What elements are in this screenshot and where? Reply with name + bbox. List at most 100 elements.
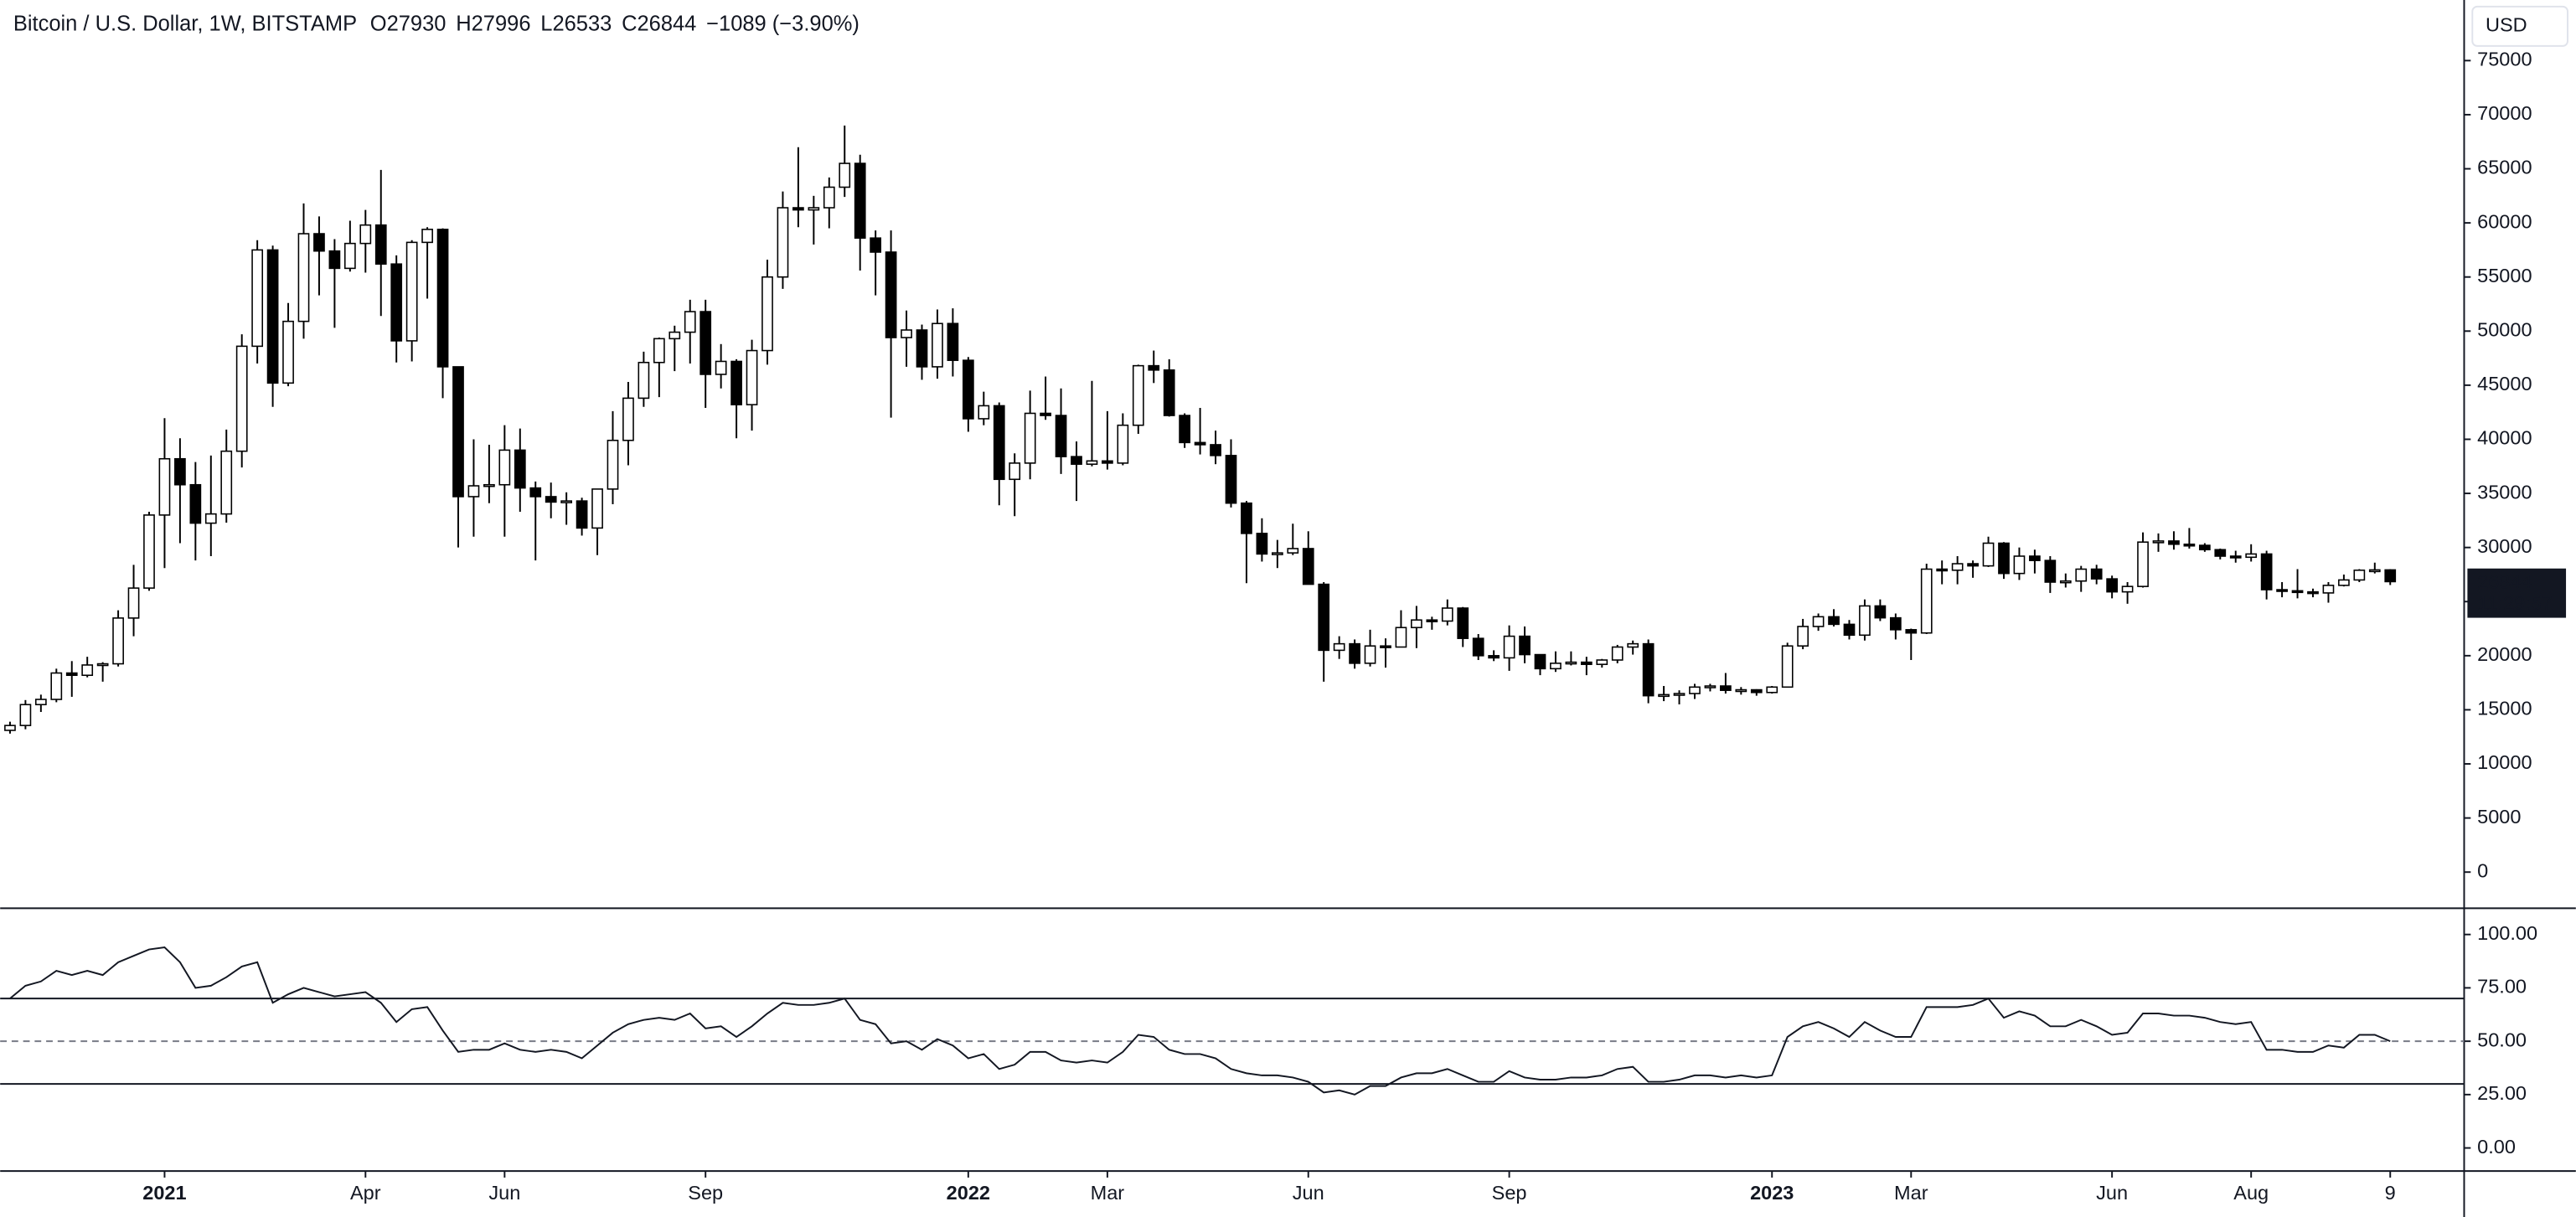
candle-body (1380, 645, 1391, 648)
y-tick-label: 45000 (2477, 373, 2532, 394)
candle-body (2152, 540, 2165, 544)
candle-body (1550, 663, 1562, 670)
candle-body (1920, 568, 1933, 634)
candle-body (1225, 455, 1237, 504)
symbol: Bitcoin / U.S. Dollar, 1W, BITSTAMP (13, 12, 357, 35)
candle-body (2106, 578, 2119, 593)
candle-body (854, 162, 866, 239)
candle-body (1163, 369, 1175, 416)
candle-body (761, 276, 773, 352)
candle-body (1797, 626, 1809, 647)
candle-body (916, 329, 928, 368)
x-tick-label: 2023 (1750, 1182, 1794, 1204)
candle-body (715, 360, 727, 375)
candle-body (1210, 444, 1221, 456)
candle-body (2029, 555, 2041, 561)
ohlc-open: O27930 (370, 12, 447, 35)
candle-body (2307, 590, 2319, 595)
candle-body (452, 366, 464, 498)
candle-body (1812, 616, 1825, 627)
y-tick-label: 50.00 (2477, 1029, 2527, 1050)
candle-body (2013, 555, 2026, 575)
candle-body (220, 450, 233, 515)
x-tick-label: Apr (350, 1182, 381, 1204)
candle-body (174, 457, 186, 486)
candle-body (870, 237, 882, 253)
candle-body (2368, 569, 2381, 573)
candle-body (1627, 642, 1639, 648)
candle-body (962, 359, 974, 420)
candle-body (560, 500, 573, 503)
x-tick-label: Aug (2233, 1182, 2269, 1204)
y-tick-label: 35000 (2477, 481, 2532, 503)
candle-body (1766, 686, 1778, 694)
candle-body (65, 672, 78, 677)
y-tick-label: 60000 (2477, 210, 2532, 232)
candle-body (885, 251, 897, 338)
candle-body (1287, 548, 1299, 554)
candle-body (328, 250, 341, 270)
candle-body (1271, 552, 1283, 555)
candle-body (421, 229, 433, 244)
candle-body (2044, 560, 2057, 583)
candle-body (2183, 544, 2196, 547)
candle-body (1194, 441, 1206, 446)
candle-body (1735, 688, 1747, 693)
candle-body (2338, 579, 2350, 586)
candle-body (1611, 646, 1624, 661)
candle-body (2291, 590, 2304, 594)
y-tick-label: 55000 (2477, 265, 2532, 286)
candle-body (1457, 607, 1469, 639)
candle-body (374, 224, 387, 265)
x-tick-label: Mar (1894, 1182, 1928, 1204)
candle-body (622, 397, 634, 441)
y-tick-label: 75000 (2477, 49, 2532, 70)
candle-body (1874, 605, 1887, 619)
candle-body (792, 207, 804, 211)
candle-body (266, 249, 279, 384)
y-tick-label: 40000 (2477, 427, 2532, 449)
candle-body (19, 704, 32, 726)
candle-body (2214, 549, 2227, 557)
candle-body (607, 439, 619, 490)
candle-body (1148, 364, 1160, 371)
candle-body (576, 500, 588, 529)
candle-body (2245, 553, 2258, 559)
candle-body (204, 513, 217, 524)
candle-body (2260, 553, 2273, 590)
candle-body (2276, 589, 2288, 592)
currency[interactable]: USD (2486, 14, 2527, 36)
legend-header: Bitcoin / U.S. Dollar, 1W, BITSTAMP O2793… (13, 12, 860, 35)
candle-body (1642, 642, 1655, 697)
candle-body (1024, 412, 1036, 464)
candle-body (1519, 635, 1531, 656)
x-tick-label: 2021 (142, 1182, 186, 1204)
candle-body (808, 207, 820, 211)
candle-body (1905, 629, 1918, 634)
candle-body (1086, 460, 1098, 465)
candle-body (2198, 544, 2211, 551)
candle-body (932, 322, 943, 368)
candle-body (1411, 619, 1422, 629)
candle-body (96, 663, 109, 667)
candle-body (50, 672, 63, 700)
ohlc-high: H27996 (456, 12, 530, 35)
candle-body (638, 361, 650, 400)
y-tick-label: 0 (2477, 859, 2488, 881)
candle-body (405, 241, 418, 342)
candle-body (1689, 686, 1701, 694)
candle-body (777, 207, 789, 278)
candle-body (1179, 415, 1191, 444)
currency-button[interactable] (2471, 5, 2568, 47)
price-label-box (2467, 568, 2567, 618)
candle-body (978, 405, 990, 420)
candle-body (2075, 568, 2088, 582)
candle-body (1781, 645, 1794, 688)
candle-body (1889, 616, 1902, 631)
candle-body (2229, 555, 2242, 559)
candle-body (1009, 462, 1021, 481)
candle-body (143, 514, 155, 589)
y-tick-label: 0.00 (2477, 1136, 2516, 1158)
candle-body (1658, 694, 1670, 698)
